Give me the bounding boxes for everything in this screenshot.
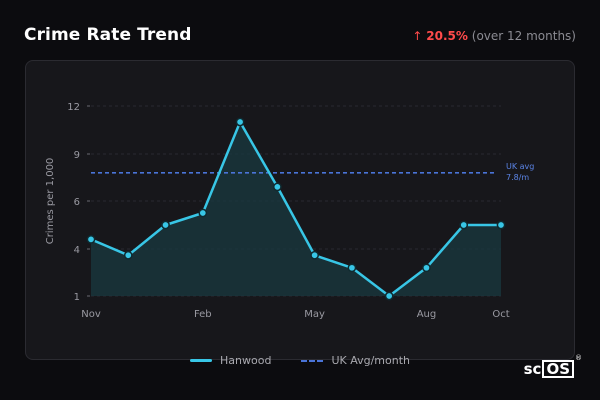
data-point xyxy=(273,182,282,192)
data-point xyxy=(422,263,431,273)
logo-text-prefix: sc xyxy=(523,360,542,378)
x-tick-label: Aug xyxy=(417,309,437,320)
x-tick-label: Nov xyxy=(81,309,101,320)
y-tick-label: 1 xyxy=(74,292,80,303)
data-point xyxy=(198,208,208,218)
x-tick-label: Oct xyxy=(492,309,509,320)
chart-title: Crime Rate Trend xyxy=(24,25,192,45)
change-indicator: ↑ 20.5% (over 12 months) xyxy=(412,29,576,43)
registered-mark: ® xyxy=(575,354,582,362)
reference-label: UK avg xyxy=(506,162,534,171)
change-period: (over 12 months) xyxy=(471,29,576,43)
data-point xyxy=(384,291,394,301)
data-point xyxy=(347,263,357,273)
y-tick-label: 9 xyxy=(74,150,80,161)
data-point xyxy=(235,117,245,127)
legend-label-hanwood: Hanwood xyxy=(220,354,272,367)
x-tick-label: Feb xyxy=(194,309,212,320)
reference-value-label: 7.8/m xyxy=(506,173,529,182)
legend-item-hanwood[interactable]: Hanwood xyxy=(190,354,271,367)
legend-label-uk-avg: UK Avg/month xyxy=(331,354,410,367)
up-arrow-icon: ↑ xyxy=(412,29,423,43)
data-point xyxy=(161,220,170,230)
legend-dashed-swatch xyxy=(301,359,324,362)
data-point xyxy=(310,250,319,260)
data-point xyxy=(86,235,96,244)
series-area-fill xyxy=(91,122,501,296)
x-tick-label: May xyxy=(304,309,325,320)
logo-text-boxed: OS xyxy=(542,360,574,378)
chart-legend: Hanwood UK Avg/month xyxy=(0,354,600,367)
change-percent: 20.5% xyxy=(426,29,468,43)
y-axis-label: Crimes per 1,000 xyxy=(45,158,56,245)
y-tick-label: 4 xyxy=(74,245,80,256)
data-point xyxy=(123,250,133,260)
legend-solid-swatch xyxy=(190,359,212,362)
y-tick-label: 12 xyxy=(67,102,80,113)
chart-card xyxy=(25,60,575,360)
series-line-hanwood xyxy=(90,120,501,298)
scos-logo: sc OS ® xyxy=(523,354,582,378)
legend-item-uk-avg[interactable]: UK Avg/month xyxy=(301,354,410,367)
data-point xyxy=(459,220,469,230)
y-tick-label: 6 xyxy=(74,197,80,208)
data-point xyxy=(496,220,506,230)
